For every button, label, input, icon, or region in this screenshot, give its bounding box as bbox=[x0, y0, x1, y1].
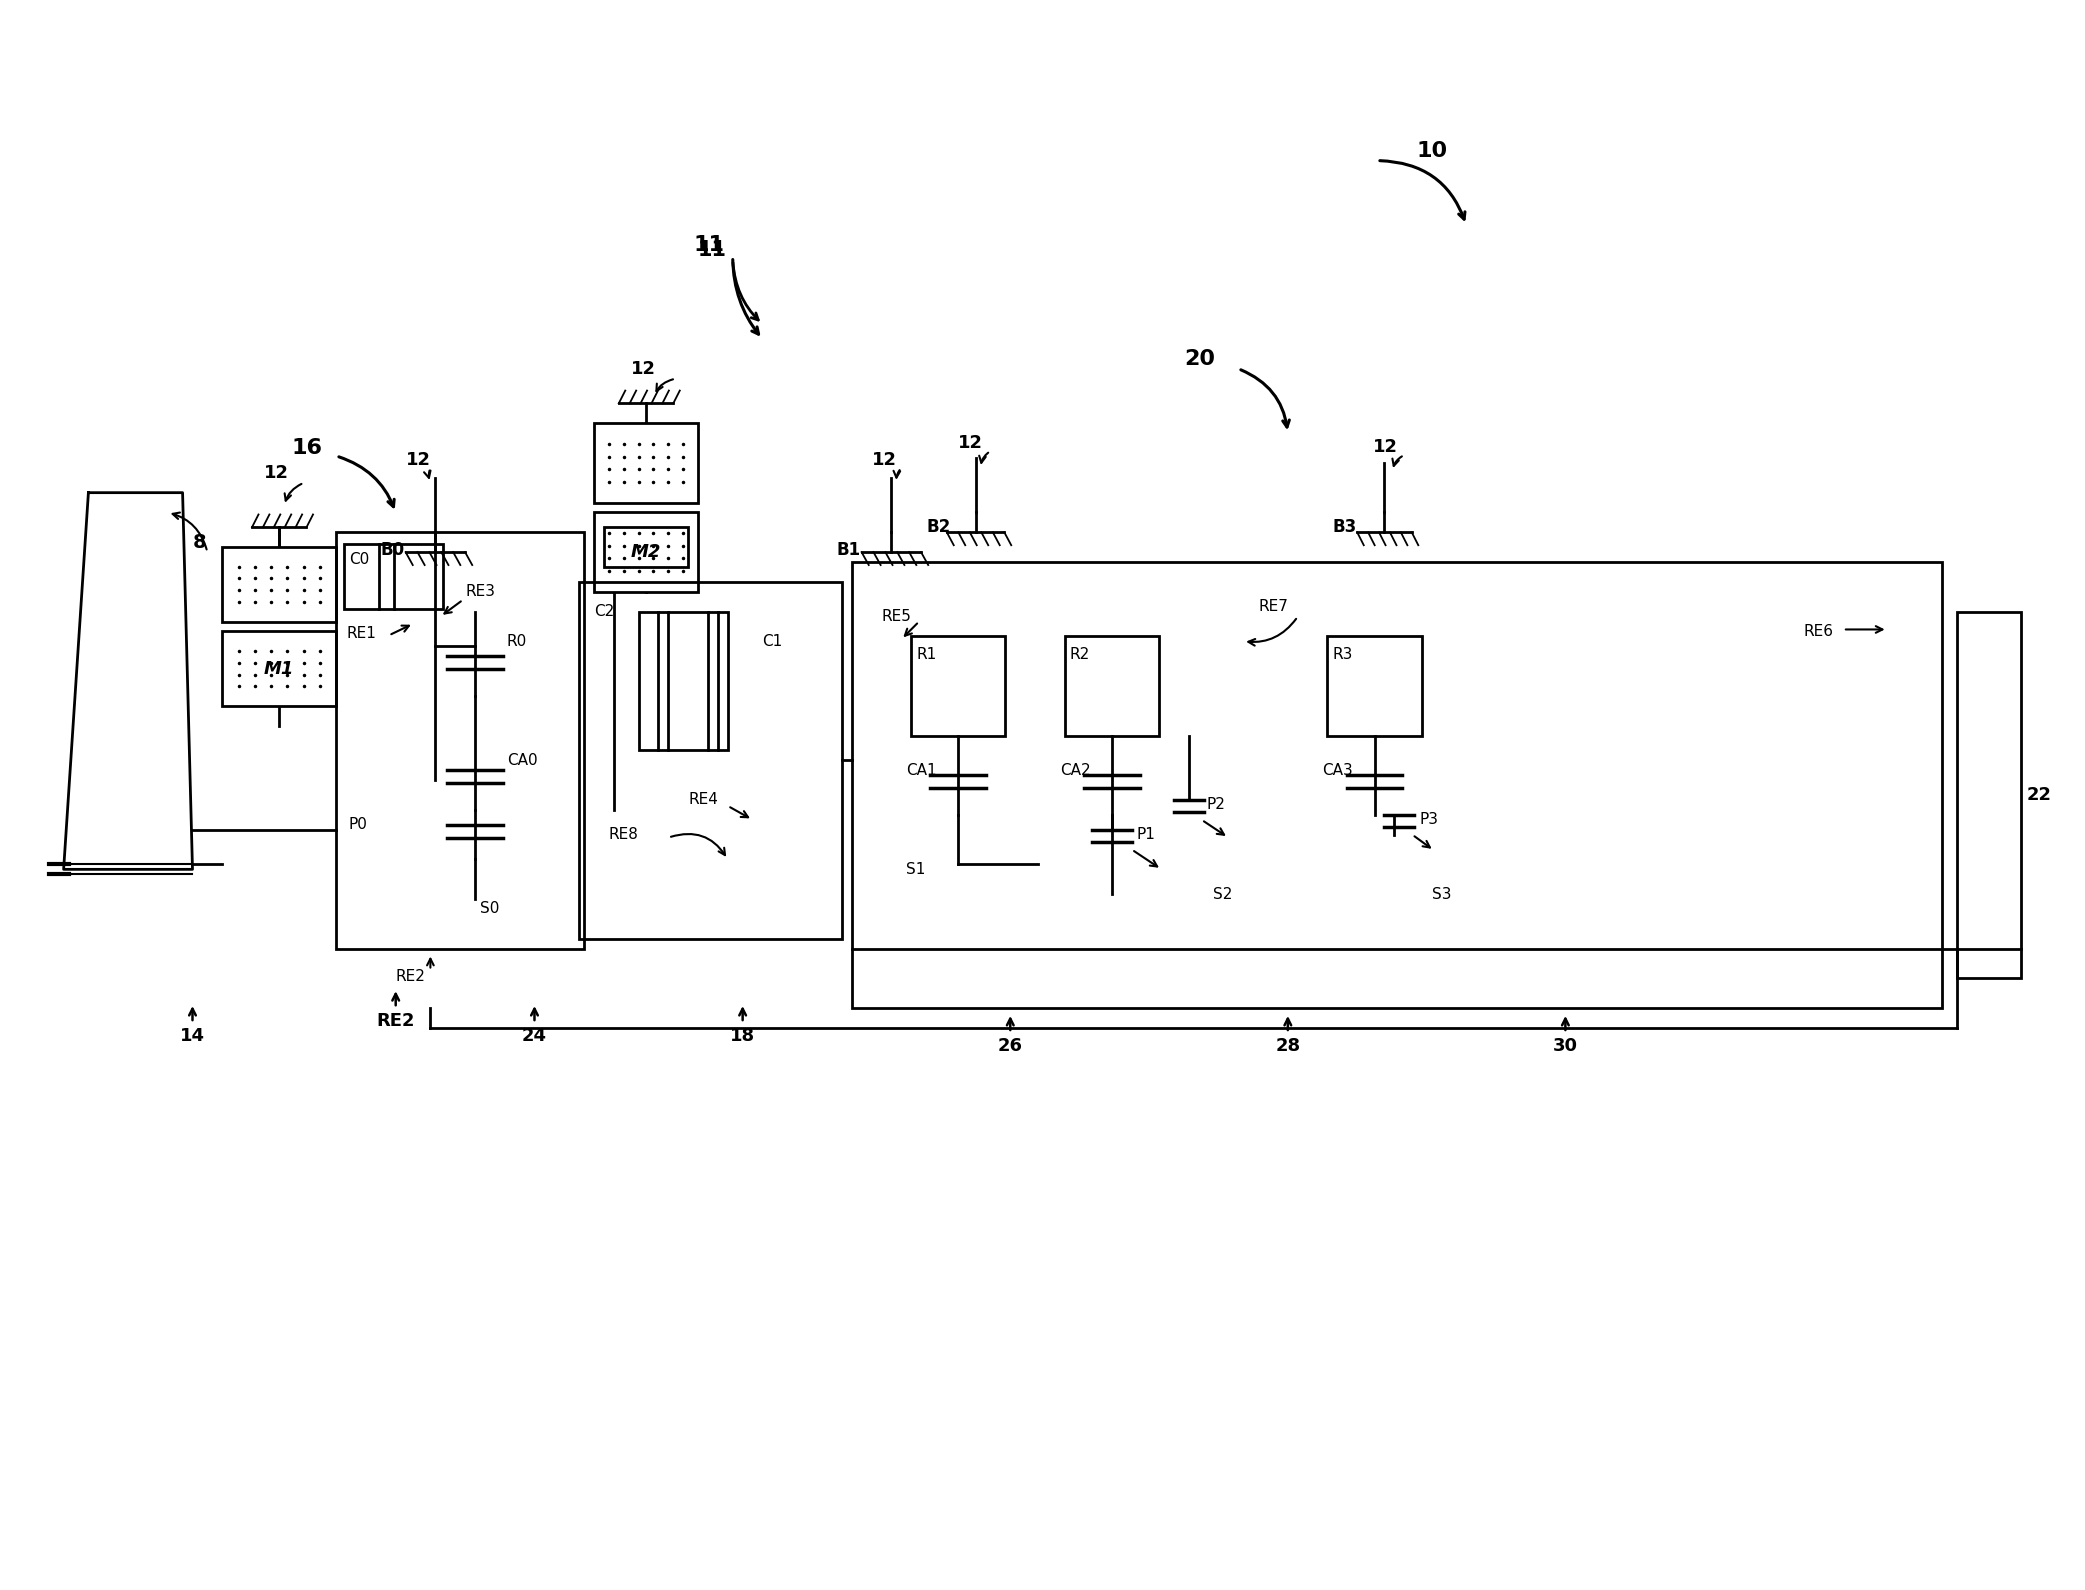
Text: R3: R3 bbox=[1332, 647, 1353, 661]
Text: RE8: RE8 bbox=[609, 827, 638, 843]
Text: 10: 10 bbox=[1416, 140, 1447, 161]
Text: RE6: RE6 bbox=[1804, 623, 1833, 639]
Text: 12: 12 bbox=[265, 464, 290, 482]
Polygon shape bbox=[65, 493, 192, 870]
Text: 12: 12 bbox=[407, 452, 432, 469]
Text: P0: P0 bbox=[348, 817, 367, 832]
Bar bbox=[605, 528, 688, 568]
Text: 11: 11 bbox=[698, 240, 728, 259]
Text: CA1: CA1 bbox=[907, 763, 936, 778]
Bar bbox=[344, 544, 444, 609]
Bar bbox=[223, 631, 336, 706]
Bar bbox=[911, 636, 1005, 736]
Bar bbox=[1958, 612, 2020, 978]
Text: B0: B0 bbox=[382, 541, 404, 560]
Text: 12: 12 bbox=[1372, 439, 1397, 456]
Text: RE5: RE5 bbox=[882, 609, 911, 623]
Bar bbox=[580, 582, 842, 938]
Text: S3: S3 bbox=[1432, 887, 1451, 902]
Text: S1: S1 bbox=[907, 862, 926, 876]
Text: RE4: RE4 bbox=[688, 792, 717, 808]
Text: P1: P1 bbox=[1136, 827, 1155, 843]
Text: 12: 12 bbox=[957, 434, 982, 452]
Text: R1: R1 bbox=[915, 647, 936, 661]
Text: P2: P2 bbox=[1207, 798, 1226, 812]
Text: 22: 22 bbox=[2027, 785, 2052, 805]
Text: S2: S2 bbox=[1213, 887, 1232, 902]
Bar bbox=[594, 423, 698, 502]
Text: 8: 8 bbox=[192, 533, 206, 552]
Text: R2: R2 bbox=[1070, 647, 1090, 661]
Text: B2: B2 bbox=[926, 518, 951, 536]
Text: RE1: RE1 bbox=[346, 626, 375, 641]
Text: B3: B3 bbox=[1332, 518, 1357, 536]
Text: CA3: CA3 bbox=[1322, 763, 1353, 778]
Text: 18: 18 bbox=[730, 1027, 755, 1045]
Text: 26: 26 bbox=[999, 1037, 1024, 1054]
Bar bbox=[1065, 636, 1159, 736]
Text: M1: M1 bbox=[265, 660, 294, 677]
Bar bbox=[1328, 636, 1422, 736]
Text: 16: 16 bbox=[292, 439, 323, 458]
Text: 30: 30 bbox=[1553, 1037, 1578, 1054]
Text: RE2: RE2 bbox=[396, 968, 425, 984]
Text: C2: C2 bbox=[594, 604, 615, 619]
Text: 14: 14 bbox=[179, 1027, 204, 1045]
Text: RE2: RE2 bbox=[377, 1011, 415, 1030]
Text: 20: 20 bbox=[1184, 348, 1216, 369]
Text: CA2: CA2 bbox=[1059, 763, 1090, 778]
Text: R0: R0 bbox=[507, 634, 528, 649]
Text: 11: 11 bbox=[692, 235, 723, 254]
Text: 12: 12 bbox=[632, 359, 657, 378]
Text: RE3: RE3 bbox=[465, 584, 494, 599]
Text: 28: 28 bbox=[1276, 1037, 1301, 1054]
Text: M2: M2 bbox=[632, 544, 661, 561]
Text: P3: P3 bbox=[1420, 812, 1439, 827]
Bar bbox=[638, 612, 728, 750]
Text: 24: 24 bbox=[521, 1027, 546, 1045]
Text: CA0: CA0 bbox=[507, 752, 538, 768]
Bar bbox=[594, 512, 698, 591]
Text: C0: C0 bbox=[348, 552, 369, 566]
Text: RE7: RE7 bbox=[1257, 599, 1289, 614]
Text: B1: B1 bbox=[836, 541, 861, 560]
Text: C1: C1 bbox=[763, 634, 782, 649]
Text: S0: S0 bbox=[480, 902, 498, 916]
Bar bbox=[223, 547, 336, 622]
Bar bbox=[336, 533, 584, 949]
Text: 12: 12 bbox=[872, 452, 897, 469]
Bar bbox=[851, 561, 1941, 1008]
